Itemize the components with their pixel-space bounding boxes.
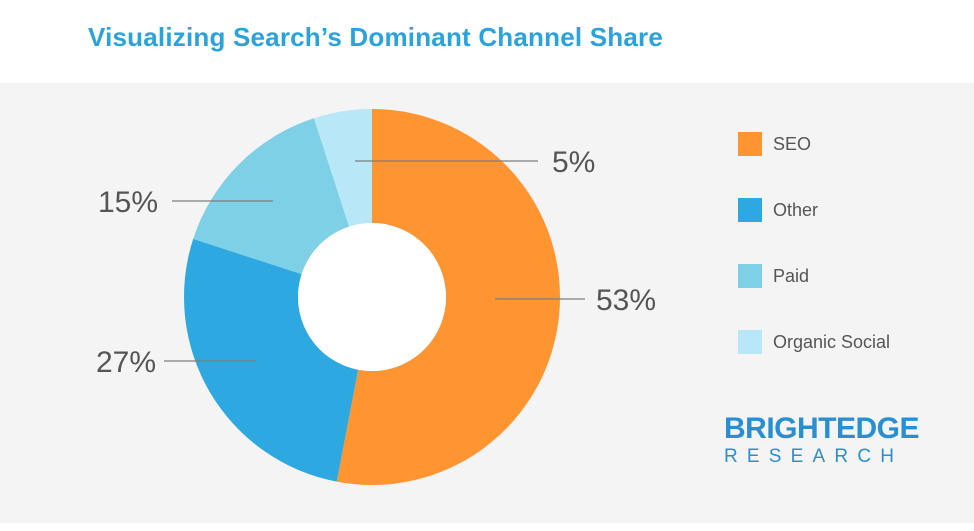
legend-swatch: [738, 264, 762, 288]
legend-item-paid: Paid: [738, 263, 890, 289]
legend-swatch: [738, 132, 762, 156]
legend-label: Paid: [773, 265, 810, 286]
legend-label: SEO: [773, 133, 812, 154]
data-label-organic-social: 5%: [552, 146, 595, 179]
slice-other: [183, 238, 359, 482]
data-label-seo: 53%: [596, 284, 656, 317]
data-label-other: 27%: [96, 346, 156, 379]
slice-paid: [193, 118, 350, 275]
chart-title: Visualizing Search’s Dominant Channel Sh…: [88, 22, 663, 52]
slice-organic-social: [313, 109, 372, 227]
chart-panel: 53% 27% 15% 5% SEO Other Paid Organic Social B…: [0, 83, 974, 523]
brightedge-research-logo: BRIGHTEDGE RESEARCH: [724, 412, 920, 469]
logo-brightedge-text: BRIGHTEDGE: [724, 412, 920, 445]
legend-item-seo: SEO: [738, 131, 890, 157]
legend-label: Other: [773, 199, 819, 220]
logo-research-text: RESEARCH: [724, 446, 904, 467]
legend-item-organic-social: Organic Social: [738, 329, 890, 355]
slice-seo: [336, 109, 560, 485]
data-label-paid: 15%: [98, 186, 158, 219]
legend-label: Organic Social: [773, 331, 891, 352]
donut-hole: [298, 223, 446, 371]
donut-chart: 53% 27% 15% 5%: [96, 109, 656, 485]
legend-item-other: Other: [738, 197, 890, 223]
legend-swatch: [738, 198, 762, 222]
legend-swatch: [738, 330, 762, 354]
legend: SEO Other Paid Organic Social: [738, 131, 890, 395]
